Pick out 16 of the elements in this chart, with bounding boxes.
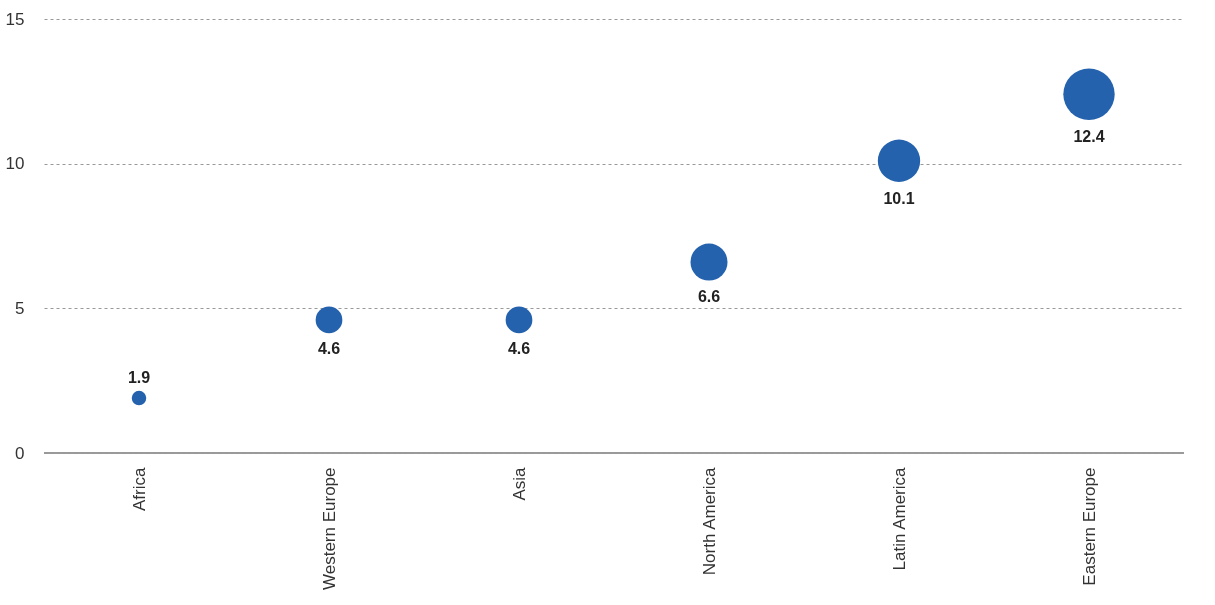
data-label: 10.1 (883, 189, 915, 207)
x-tick-label: North America (699, 466, 719, 576)
data-label: 4.6 (507, 339, 531, 357)
x-tick-label: Africa (129, 466, 149, 511)
data-label: 12.4 (1073, 128, 1105, 146)
y-tick-label: 15 (5, 9, 25, 29)
x-tick-label: Western Europe (319, 467, 339, 591)
data-label: 1.9 (127, 368, 151, 386)
y-tick-label: 0 (15, 443, 25, 463)
y-tick-label: 10 (5, 154, 25, 174)
data-label: 4.6 (317, 339, 341, 357)
x-tick-label: Eastern Europe (1079, 467, 1099, 586)
data-label: 6.6 (697, 287, 721, 305)
y-tick-label: 5 (15, 298, 25, 318)
x-tick-label: Asia (509, 466, 529, 501)
x-tick-label: Latin America (889, 466, 909, 571)
